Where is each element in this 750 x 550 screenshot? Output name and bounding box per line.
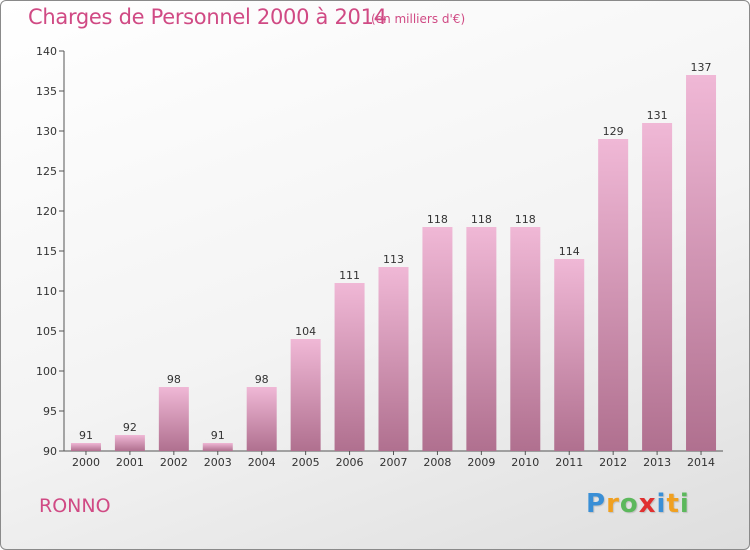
bar-value-label: 98 bbox=[255, 373, 269, 386]
bar bbox=[422, 227, 453, 451]
logo-letter: i bbox=[679, 489, 690, 519]
y-tick-label: 135 bbox=[36, 85, 57, 98]
y-tick-label: 95 bbox=[43, 405, 57, 418]
logo-letter: t bbox=[666, 489, 680, 519]
bar bbox=[114, 435, 145, 451]
y-tick-label: 110 bbox=[36, 285, 57, 298]
x-tick-label: 2006 bbox=[336, 456, 364, 469]
logo-letter: o bbox=[619, 489, 639, 519]
chart-title: Charges de Personnel 2000 à 2014 bbox=[28, 5, 387, 29]
logo-letter: x bbox=[638, 489, 657, 519]
x-tick-label: 2009 bbox=[467, 456, 495, 469]
chart-subtitle: (en milliers d'€) bbox=[371, 12, 466, 26]
bar bbox=[686, 75, 717, 451]
bar-value-label: 91 bbox=[211, 429, 225, 442]
bar bbox=[70, 443, 101, 451]
bar bbox=[158, 387, 189, 451]
x-tick-label: 2004 bbox=[248, 456, 276, 469]
y-tick-label: 120 bbox=[36, 205, 57, 218]
x-tick-label: 2001 bbox=[116, 456, 144, 469]
logo-letter: P bbox=[586, 489, 607, 519]
x-tick-label: 2002 bbox=[160, 456, 188, 469]
bar-value-label: 118 bbox=[471, 213, 492, 226]
bar-value-label: 113 bbox=[383, 253, 404, 266]
bar-value-label: 92 bbox=[123, 421, 137, 434]
y-tick-label: 140 bbox=[36, 45, 57, 58]
bar-value-label: 129 bbox=[603, 125, 624, 138]
bar bbox=[642, 123, 673, 451]
bar bbox=[334, 283, 365, 451]
y-tick-label: 105 bbox=[36, 325, 57, 338]
bar-value-label: 137 bbox=[691, 61, 712, 74]
bar-value-label: 114 bbox=[559, 245, 580, 258]
x-tick-label: 2010 bbox=[511, 456, 539, 469]
logo-letter: i bbox=[656, 489, 667, 519]
x-tick-label: 2012 bbox=[599, 456, 627, 469]
bar-value-label: 111 bbox=[339, 269, 360, 282]
bar-value-label: 91 bbox=[79, 429, 93, 442]
bar bbox=[598, 139, 629, 451]
bar-value-label: 118 bbox=[515, 213, 536, 226]
bar bbox=[202, 443, 233, 451]
logo-letter: r bbox=[606, 489, 620, 519]
y-tick-label: 100 bbox=[36, 365, 57, 378]
bar bbox=[510, 227, 541, 451]
x-tick-label: 2008 bbox=[423, 456, 451, 469]
x-tick-label: 2011 bbox=[555, 456, 583, 469]
y-tick-label: 125 bbox=[36, 165, 57, 178]
x-tick-label: 2003 bbox=[204, 456, 232, 469]
x-tick-label: 2000 bbox=[72, 456, 100, 469]
bar bbox=[466, 227, 497, 451]
y-tick-label: 115 bbox=[36, 245, 57, 258]
y-tick-label: 130 bbox=[36, 125, 57, 138]
bar-value-label: 118 bbox=[427, 213, 448, 226]
bar-value-label: 131 bbox=[647, 109, 668, 122]
x-tick-label: 2007 bbox=[380, 456, 408, 469]
x-tick-label: 2013 bbox=[643, 456, 671, 469]
bar-value-label: 104 bbox=[295, 325, 316, 338]
bar-value-label: 98 bbox=[167, 373, 181, 386]
bar bbox=[554, 259, 585, 451]
city-name: RONNO bbox=[39, 495, 111, 517]
bar bbox=[378, 267, 409, 451]
bar bbox=[290, 339, 321, 451]
bar bbox=[246, 387, 277, 451]
x-tick-label: 2014 bbox=[687, 456, 715, 469]
x-tick-label: 2005 bbox=[292, 456, 320, 469]
proxiti-logo: Proxiti bbox=[586, 489, 690, 519]
y-tick-label: 90 bbox=[43, 445, 57, 458]
